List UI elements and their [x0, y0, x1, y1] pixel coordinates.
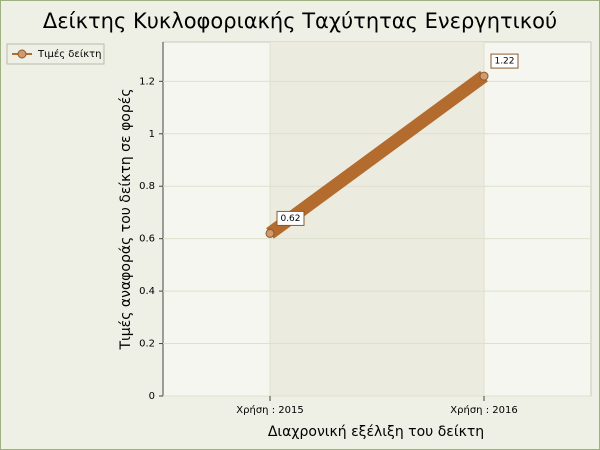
y-tick-label: 0 [149, 391, 155, 402]
legend-label: Τιμές δείκτη [37, 48, 101, 60]
chart-title: Δείκτης Κυκλοφοριακής Ταχύτητας Ενεργητι… [43, 9, 557, 33]
y-axis-label: Τιμές αναφοράς του δείκτη σε φορές [118, 88, 134, 350]
y-tick-label: 1 [149, 129, 155, 140]
value-label-box [490, 53, 519, 69]
y-tick-label: 0.8 [139, 181, 155, 192]
x-axis-label: Διαχρονική εξέλιξη του δείκτη [268, 424, 484, 440]
value-label: 1.22 [494, 57, 514, 67]
legend-box [6, 43, 105, 65]
y-tick-label: 0.6 [139, 234, 155, 245]
point [265, 228, 275, 238]
value-label: 0.62 [280, 214, 300, 224]
value-label-box [276, 210, 305, 226]
legend-marker [17, 49, 27, 59]
y-tick-label: 1.2 [139, 76, 155, 87]
x-tick-label: Χρήση : 2015 [236, 404, 303, 416]
x-tick-label: Χρήση : 2016 [450, 404, 517, 416]
y-tick-label: 0.2 [139, 339, 155, 350]
series-line [266, 70, 488, 239]
point [479, 71, 489, 81]
legend [6, 43, 105, 65]
y-tick-label: 0.4 [139, 286, 155, 297]
